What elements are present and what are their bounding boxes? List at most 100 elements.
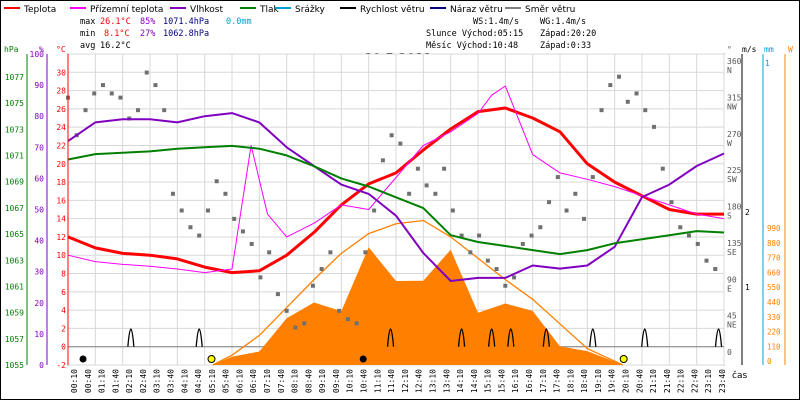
- direction-tick: 270: [727, 130, 742, 139]
- wind-direction-dot: [170, 191, 175, 196]
- x-tick-label: 13:10: [428, 369, 437, 393]
- wind-direction-dot: [477, 233, 482, 238]
- pct-tick: 100: [30, 50, 45, 59]
- wind-direction-dot: [442, 166, 447, 171]
- info-moon-set: Západ:0:33: [540, 41, 591, 51]
- x-tick-label: 21:40: [663, 369, 672, 393]
- temp-tick: 2: [61, 324, 66, 333]
- stat-max-rain: 0.0mm: [226, 17, 252, 27]
- direction-tick: 225: [727, 166, 742, 175]
- wind-direction-dot: [459, 233, 464, 238]
- temp-tick: 14: [56, 215, 66, 224]
- x-tick-label: 16:40: [525, 369, 534, 393]
- x-tick-label: 05:10: [208, 369, 217, 393]
- direction-tick: 135: [727, 239, 742, 248]
- wind-direction-dot: [669, 200, 674, 205]
- legend-tlak: Tlak: [259, 5, 280, 15]
- temp-tick: 30: [56, 68, 66, 77]
- wind-speed-spike: [542, 328, 550, 347]
- stat-min-temp: 8.1°C: [104, 29, 130, 39]
- hpa-tick: 1057: [5, 335, 24, 344]
- wm2-tick: 330: [767, 313, 781, 322]
- wind-direction-dot: [337, 308, 342, 313]
- wm2-tick: 660: [767, 268, 781, 277]
- x-tick-label: 07:40: [277, 369, 286, 393]
- wind-direction-dot: [695, 241, 700, 246]
- wm2-tick: 0: [767, 357, 772, 366]
- wind-direction-dot: [345, 317, 350, 322]
- wind-direction-dot: [328, 250, 333, 255]
- wind-direction-dot: [643, 108, 648, 113]
- x-tick-label: 19:40: [608, 369, 617, 393]
- legend-prizemni-teplota: Přízemní teplota: [90, 5, 163, 15]
- wind-direction-dot: [582, 216, 587, 221]
- stat-min-label: min: [80, 29, 95, 39]
- hpa-tick: 1061: [5, 282, 24, 291]
- legend-naraz-vetru: Náraz větru: [450, 5, 503, 15]
- pct-tick: 40: [34, 237, 44, 246]
- wind-direction-dot: [135, 108, 140, 113]
- temp-tick: 22: [56, 141, 66, 150]
- wind-direction-dot: [83, 108, 88, 113]
- x-tick-label: 15:10: [484, 369, 493, 393]
- wind-direction-dot: [258, 275, 263, 280]
- mm-tick: 1: [765, 59, 770, 68]
- wind-direction-dot: [415, 166, 420, 171]
- stats-block: max 26.1°C 85% 1071.4hPa 0.0mm min 8.1°C…: [80, 17, 252, 51]
- x-tick-label: 15:40: [497, 369, 506, 393]
- wind-speed-spike: [507, 328, 515, 347]
- x-tick-label: 18:10: [566, 369, 575, 393]
- direction-label: S: [727, 212, 732, 221]
- series-line-tlak: [67, 144, 725, 256]
- direction-tick: 90: [727, 275, 737, 284]
- stat-avg-temp: 16.2°C: [100, 41, 131, 51]
- x-tick-label: 10:10: [346, 369, 355, 393]
- temp-tick: 26: [56, 105, 66, 114]
- legend-vlhkost: Vlhkost: [190, 5, 223, 15]
- temp-tick: 24: [56, 123, 66, 132]
- x-tick-label: 13:40: [442, 369, 451, 393]
- wind-direction-dot: [520, 241, 525, 246]
- direction-label: N: [727, 66, 732, 75]
- pct-tick: 0: [39, 361, 44, 370]
- temp-tick: 20: [56, 160, 66, 169]
- series-lines: [67, 85, 725, 282]
- axis-unit: %: [39, 45, 44, 54]
- ms-tick: 1: [745, 283, 750, 292]
- axis-unit-right: W: [788, 45, 793, 54]
- direction-tick: 45: [727, 312, 737, 321]
- series-line-vlhkost: [67, 112, 725, 282]
- wind-speed-spike: [195, 328, 203, 347]
- pct-tick: 30: [34, 268, 44, 277]
- temp-tick: 28: [56, 87, 66, 96]
- x-tick-label: 09:40: [332, 369, 341, 393]
- sun-marker: [207, 355, 216, 363]
- x-tick-label: 23:40: [718, 369, 727, 393]
- wind-direction-dot: [599, 108, 604, 113]
- wind-direction-dot: [284, 308, 289, 313]
- wind-direction-dot: [590, 175, 595, 180]
- wm2-tick: 990: [767, 224, 781, 233]
- wind-direction-dot: [433, 191, 438, 196]
- wind-direction-dot: [275, 292, 280, 297]
- x-tick-label: 07:10: [263, 369, 272, 393]
- wind-direction-dot: [293, 325, 298, 330]
- pct-tick: 90: [34, 81, 44, 90]
- x-tick-label: 21:10: [649, 369, 658, 393]
- temp-tick: 0: [61, 343, 66, 352]
- wind-speed-spike: [386, 328, 395, 347]
- x-tick-label: 17:40: [553, 369, 562, 393]
- wind-direction-layer: [66, 70, 718, 330]
- axis-unit: °C: [56, 45, 66, 54]
- hpa-tick: 1077: [5, 73, 24, 82]
- stat-max-label: max: [80, 17, 95, 27]
- wind-direction-dot: [678, 225, 683, 230]
- direction-label: W: [727, 139, 732, 148]
- wind-direction-dot: [223, 191, 228, 196]
- wind-speed-spike: [457, 328, 466, 347]
- wm2-tick: 550: [767, 283, 781, 292]
- direction-label: E: [727, 284, 732, 293]
- x-tick-label: 01:10: [98, 369, 107, 393]
- temp-tick: 6: [61, 288, 66, 297]
- moon-marker: [359, 355, 367, 363]
